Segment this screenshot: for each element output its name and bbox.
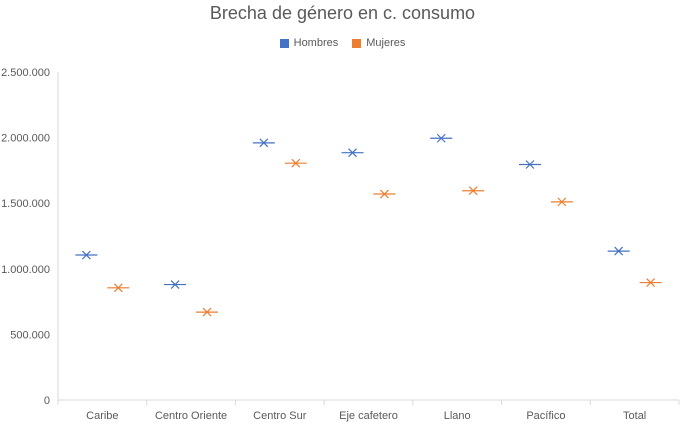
y-tick-label: 500.000 (10, 329, 50, 341)
data-point-hombres (518, 160, 541, 169)
data-point-mujeres (373, 189, 396, 199)
legend-label-mujeres: Mujeres (366, 37, 406, 49)
legend-label-hombres: Hombres (293, 37, 339, 49)
y-tick-label: 1.500.000 (1, 198, 50, 210)
data-point-hombres (341, 148, 364, 158)
x-tick-label: Caribe (86, 410, 118, 422)
x-tick-label: Centro Sur (253, 410, 307, 422)
x-tick-label: Llano (444, 410, 471, 422)
chart-title: Brecha de género en c. consumo (209, 3, 476, 23)
x-tick-label: Centro Oriente (155, 410, 227, 422)
data-point-hombres (75, 250, 98, 260)
data-point-mujeres (107, 283, 130, 293)
y-tick-label: 2.500.000 (1, 67, 50, 79)
legend-item-mujeres: Mujeres (352, 37, 405, 49)
y-tick-label: 0 (44, 395, 50, 407)
y-tick-label: 1.000.000 (1, 264, 50, 276)
data-point-mujeres (639, 278, 662, 288)
x-tick-label: Pacífico (526, 410, 565, 422)
legend: Hombres Mujeres (0, 37, 685, 49)
x-tick-label: Eje cafetero (339, 410, 398, 422)
data-point-mujeres (462, 186, 485, 196)
data-point-hombres (607, 246, 630, 256)
data-point-hombres (164, 280, 187, 289)
data-point-mujeres (284, 158, 307, 168)
legend-swatch-mujeres (352, 38, 362, 48)
legend-item-hombres: Hombres (279, 37, 339, 49)
data-point-hombres (430, 133, 453, 143)
data-point-mujeres (196, 307, 219, 317)
data-point-mujeres (550, 197, 573, 207)
y-tick-label: 2.000.000 (1, 133, 50, 145)
legend-swatch-hombres (279, 38, 289, 48)
data-point-hombres (252, 138, 275, 148)
x-tick-label: Total (623, 410, 646, 422)
